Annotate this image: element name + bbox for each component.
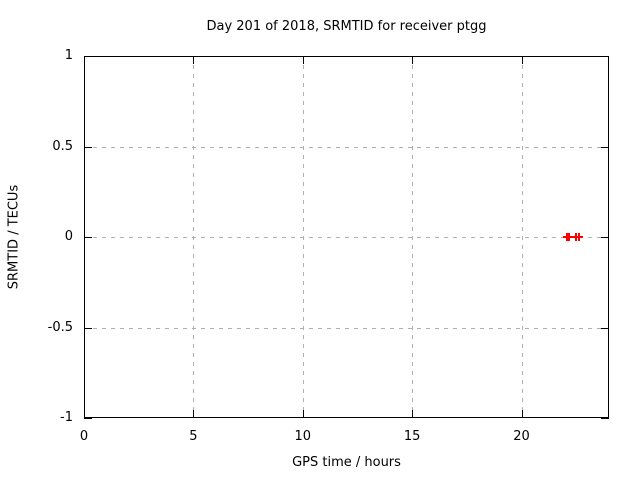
- plot-area: [84, 56, 609, 419]
- x-tick-label: 0: [79, 429, 89, 444]
- x-axis-label: GPS time / hours: [292, 455, 401, 470]
- x-tick-label: 15: [403, 429, 421, 444]
- plot-border: [84, 56, 609, 418]
- y-tick-label: 0.5: [52, 138, 73, 154]
- chart-title: Day 201 of 2018, SRMTID for receiver ptg…: [206, 19, 487, 34]
- x-tick-label: 20: [513, 429, 530, 444]
- y-tick-label: -1: [60, 410, 73, 425]
- y-tick-label: -0.5: [47, 319, 73, 335]
- x-tick-label: 10: [294, 429, 312, 444]
- y-tick-label: 0: [64, 229, 73, 244]
- y-tick-label: 1: [64, 48, 73, 63]
- x-tick-label: 5: [189, 429, 198, 444]
